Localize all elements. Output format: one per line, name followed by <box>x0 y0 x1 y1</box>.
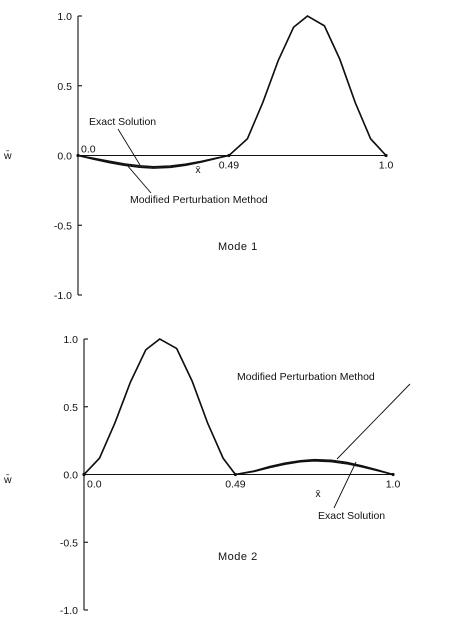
exact-solution-line <box>83 338 394 476</box>
perturbation-method-annotation: Modified Perturbation Method <box>237 371 375 383</box>
exact-solution-line <box>77 15 387 168</box>
perturbation-method-annotation: Modified Perturbation Method <box>130 194 268 206</box>
mode-1-title: Mode 1 <box>218 241 258 253</box>
exact-solution-annotation: Exact Solution <box>318 510 385 522</box>
x-axis-label: x̄ <box>195 164 201 176</box>
y-tick-label: -0.5 <box>60 537 78 549</box>
perturbation-method-leader-line <box>126 164 152 194</box>
exact-solution-annotation: Exact Solution <box>89 116 156 128</box>
x-tick-label: 0.49 <box>225 479 246 491</box>
y-tick-label: 0.0 <box>63 470 78 482</box>
mode-1-chart: w̄ x̄ Exact Solution Modified Perturbati… <box>3 11 393 302</box>
perturbation-method-leader-line <box>336 383 411 460</box>
y-tick-label: 0.5 <box>57 81 72 93</box>
perturbation-method-line <box>77 15 387 169</box>
y-tick-label: -1.0 <box>54 290 72 302</box>
mode-2-chart: w̄ x̄ Modified Perturbation Method Exact… <box>3 334 411 617</box>
x-axis-label: x̄ <box>315 488 321 500</box>
x-tick-label: 1.0 <box>379 160 394 172</box>
x-tick-label: 0.0 <box>87 479 102 491</box>
y-tick-label: 0.5 <box>63 402 78 414</box>
x-tick-label: 0.0 <box>81 144 96 156</box>
y-tick-label: 1.0 <box>57 11 72 23</box>
y-axis-label: w̄ <box>3 149 12 162</box>
mode-2-title: Mode 2 <box>218 551 258 563</box>
exact-solution-leader-line <box>117 128 141 166</box>
y-tick-label: -1.0 <box>60 605 78 617</box>
exact-solution-leader-line <box>333 461 357 509</box>
y-tick-label: -0.5 <box>54 220 72 232</box>
y-tick-label: 1.0 <box>63 334 78 346</box>
x-tick-label: 1.0 <box>386 479 401 491</box>
x-tick-label: 0.49 <box>219 160 240 172</box>
y-axis-label: w̄ <box>3 473 12 486</box>
perturbation-method-line <box>83 338 394 476</box>
y-tick-label: 0.0 <box>57 151 72 163</box>
